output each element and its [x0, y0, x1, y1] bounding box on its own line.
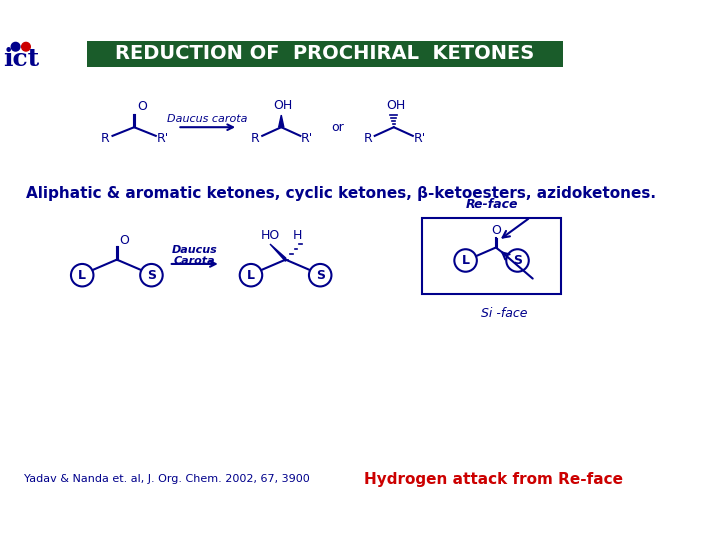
Text: Si -face: Si -face	[481, 307, 528, 320]
Text: Daucus: Daucus	[172, 245, 217, 255]
Text: S: S	[147, 269, 156, 282]
Text: O: O	[120, 234, 130, 247]
Text: O: O	[491, 224, 501, 237]
Text: REDUCTION OF  PROCHIRAL  KETONES: REDUCTION OF PROCHIRAL KETONES	[115, 44, 534, 63]
Text: R: R	[364, 132, 372, 145]
Text: R': R'	[156, 132, 168, 145]
Text: or: or	[331, 121, 344, 134]
Text: R': R'	[413, 132, 426, 145]
Text: Hydrogen attack from Re-face: Hydrogen attack from Re-face	[364, 472, 623, 487]
Text: ict: ict	[3, 47, 39, 71]
Circle shape	[12, 43, 20, 51]
Text: L: L	[78, 269, 86, 282]
Polygon shape	[270, 244, 286, 261]
Text: Daucus carota: Daucus carota	[168, 113, 248, 124]
Polygon shape	[279, 115, 284, 127]
Text: Yadav & Nanda et. al, J. Org. Chem. 2002, 67, 3900: Yadav & Nanda et. al, J. Org. Chem. 2002…	[24, 475, 310, 484]
Circle shape	[22, 43, 30, 51]
Text: O: O	[138, 100, 148, 113]
Text: OH: OH	[274, 99, 292, 112]
Text: Aliphatic & aromatic ketones, cyclic ketones, β-ketoesters, azidoketones.: Aliphatic & aromatic ketones, cyclic ket…	[26, 186, 656, 201]
Text: Carota: Carota	[174, 256, 215, 266]
FancyBboxPatch shape	[86, 40, 562, 66]
Text: L: L	[247, 269, 255, 282]
Text: L: L	[462, 254, 469, 267]
Text: HO: HO	[261, 230, 279, 242]
Text: S: S	[513, 254, 522, 267]
Text: R: R	[102, 132, 110, 145]
Text: OH: OH	[386, 99, 405, 112]
FancyBboxPatch shape	[423, 218, 561, 294]
Text: R: R	[251, 132, 260, 145]
Text: S: S	[315, 269, 325, 282]
Text: Re-face: Re-face	[465, 198, 518, 211]
Text: R': R'	[301, 132, 313, 145]
Text: H: H	[293, 230, 302, 242]
